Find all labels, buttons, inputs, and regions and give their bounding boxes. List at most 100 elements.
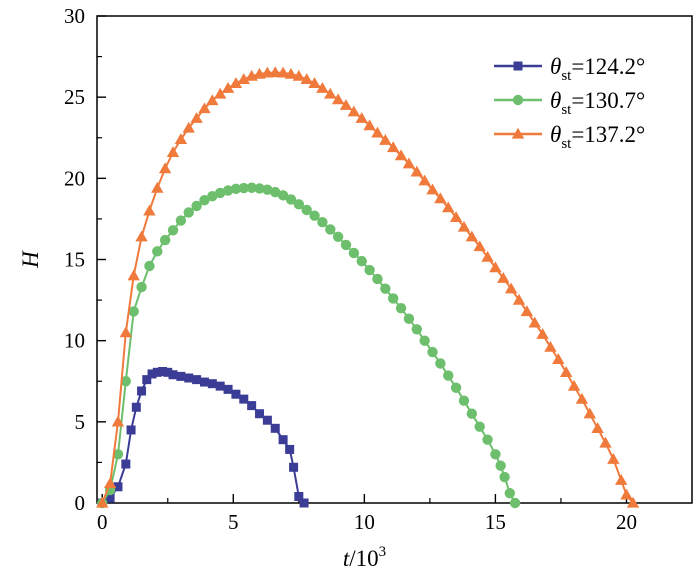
data-point-circle <box>348 247 360 259</box>
data-point-triangle <box>402 157 416 169</box>
data-point-circle <box>495 460 506 471</box>
data-point-circle <box>474 421 485 432</box>
x-tick-label: 20 <box>616 510 637 534</box>
data-point-square <box>231 389 241 399</box>
data-point-triangle <box>103 477 117 489</box>
data-point-circle <box>152 246 163 257</box>
y-tick-label: 25 <box>64 85 85 109</box>
data-point-triangle <box>119 326 133 338</box>
x-tick-label: 10 <box>354 510 375 534</box>
data-point-circle <box>191 200 202 212</box>
data-point-triangle <box>174 133 188 145</box>
data-point-circle <box>214 187 226 199</box>
data-point-triangle <box>473 240 486 252</box>
data-point-triangle <box>206 94 219 106</box>
data-point-triangle <box>418 174 431 186</box>
data-point-circle <box>509 497 521 509</box>
data-point-triangle <box>198 102 211 114</box>
data-point-circle <box>317 216 328 228</box>
y-axis-title: H <box>18 250 43 269</box>
data-point-triangle <box>284 67 298 79</box>
data-point-square <box>247 401 257 411</box>
series-layer <box>96 66 640 509</box>
data-point-triangle <box>552 353 565 364</box>
data-point-circle <box>222 185 234 196</box>
data-point-triangle <box>182 121 195 133</box>
data-point-circle <box>120 376 132 387</box>
data-point-circle <box>254 183 265 194</box>
data-point-triangle <box>410 165 423 177</box>
data-point-circle <box>458 395 470 406</box>
data-point-circle <box>419 335 430 346</box>
data-point-triangle <box>213 87 227 99</box>
series-line <box>101 370 305 504</box>
data-point-triangle <box>324 87 337 99</box>
data-point-square <box>113 482 123 492</box>
data-point-square <box>270 423 280 433</box>
data-point-triangle <box>331 93 345 105</box>
data-point-circle <box>183 207 194 218</box>
data-point-square <box>105 493 115 503</box>
x-tick-label: 0 <box>97 510 108 534</box>
data-point-triangle <box>229 77 243 89</box>
x-axis-var: t <box>343 546 350 571</box>
data-point-triangle <box>528 316 541 328</box>
data-point-triangle <box>276 66 290 78</box>
data-point-circle <box>285 194 297 205</box>
data-point-square <box>285 444 295 454</box>
y-tick-label: 30 <box>64 4 85 28</box>
data-point-triangle <box>363 119 376 131</box>
data-point-square <box>223 384 233 394</box>
x-tick-label: 5 <box>228 510 239 534</box>
data-point-square <box>163 367 173 377</box>
data-point-circle <box>136 281 147 293</box>
data-point-triangle <box>504 282 518 294</box>
data-point-square <box>289 462 299 472</box>
data-point-triangle <box>292 69 306 81</box>
data-point-circle <box>112 449 124 460</box>
data-point-triangle <box>434 192 447 204</box>
data-point-square <box>262 415 272 425</box>
data-point-triangle <box>575 392 589 404</box>
data-point-triangle <box>442 201 455 213</box>
legend-value: =130.7° <box>571 88 645 113</box>
data-point-circle <box>435 358 446 369</box>
data-point-triangle <box>620 488 633 500</box>
data-point-circle <box>293 199 305 210</box>
legend-subscript: st <box>561 102 572 118</box>
data-point-triangle <box>339 99 353 110</box>
data-point-circle <box>395 303 407 314</box>
data-point-triangle <box>615 474 628 485</box>
data-point-triangle <box>158 162 172 174</box>
data-point-circle <box>199 195 210 206</box>
data-point-triangle <box>300 73 313 84</box>
data-point-triangle <box>151 181 164 193</box>
data-point-triangle <box>465 230 479 242</box>
data-point-circle <box>490 449 501 460</box>
data-point-triangle <box>190 112 203 123</box>
data-point-triangle <box>371 126 384 138</box>
data-point-square <box>121 459 131 469</box>
data-point-square <box>513 61 523 71</box>
y-tick-label: 15 <box>64 248 85 272</box>
data-point-triangle <box>489 261 502 273</box>
legend-value: =124.2° <box>571 54 645 79</box>
data-point-triangle <box>386 141 400 153</box>
legend-subscript: st <box>561 68 572 84</box>
data-point-triangle <box>511 127 525 139</box>
y-tick-label: 20 <box>64 166 85 190</box>
data-point-circle <box>332 231 344 242</box>
legend-label: θst=130.7° <box>550 88 645 118</box>
legend-entry: θst=137.2° <box>494 122 645 152</box>
data-point-circle <box>380 283 391 294</box>
data-point-square <box>131 402 141 412</box>
data-point-triangle <box>544 340 557 352</box>
legend-entry: θst=124.2° <box>494 54 645 84</box>
plot-axes: 0 5 10 15 20 0 5 10 15 20 25 30 <box>64 4 693 534</box>
data-point-triangle <box>583 407 596 419</box>
x-axis-rest: /10 <box>349 546 378 571</box>
data-point-square <box>152 367 162 377</box>
data-point-triangle <box>497 271 510 283</box>
data-point-circle <box>230 183 242 195</box>
data-point-circle <box>443 370 454 381</box>
